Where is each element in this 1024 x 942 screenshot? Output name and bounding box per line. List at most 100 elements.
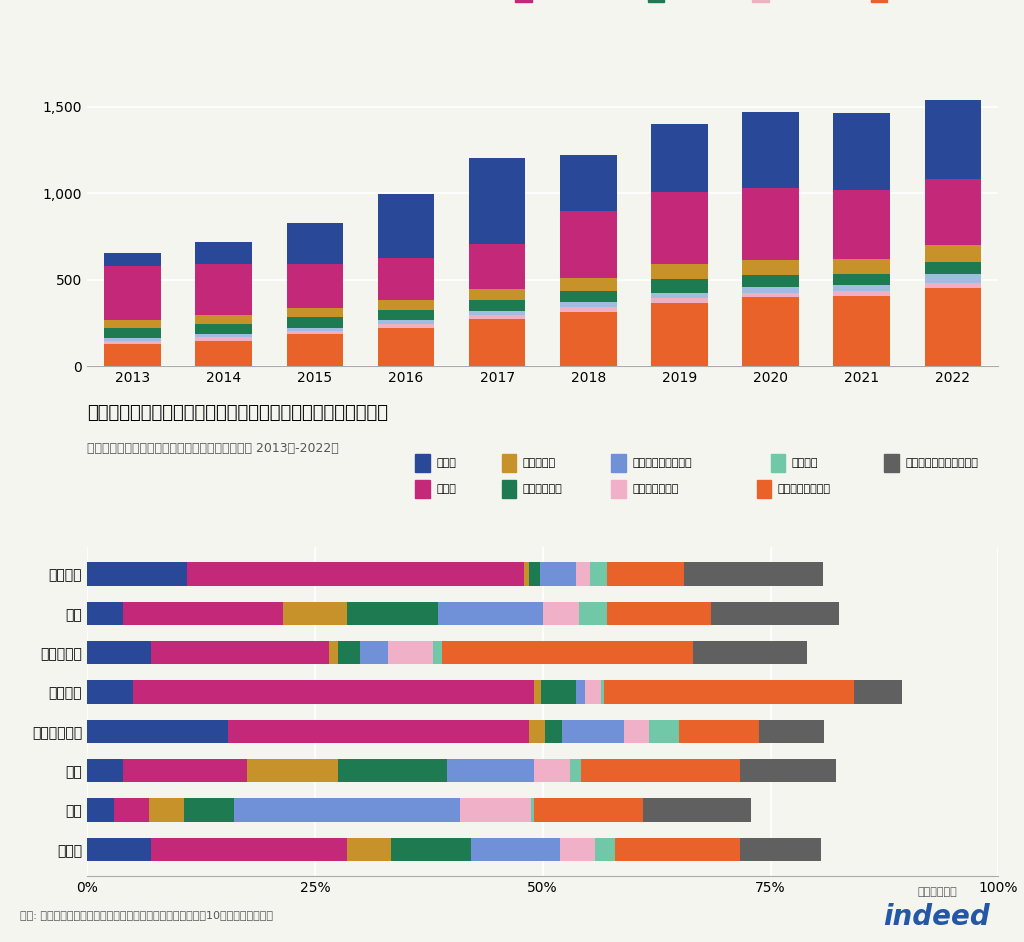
Bar xyxy=(415,479,430,498)
Bar xyxy=(742,259,799,275)
Bar xyxy=(611,454,626,472)
Bar xyxy=(651,303,708,366)
Text: 外国人労働者が働く産業は国籍・地域別によって大きく異なる: 外国人労働者が働く産業は国籍・地域別によって大きく異なる xyxy=(87,404,388,422)
Bar xyxy=(647,0,664,2)
Bar xyxy=(742,275,799,286)
Bar xyxy=(104,344,161,366)
Bar xyxy=(651,279,708,293)
Bar xyxy=(347,837,390,861)
Bar xyxy=(560,211,616,278)
Bar xyxy=(546,720,562,743)
Bar xyxy=(643,798,751,821)
Bar xyxy=(124,602,283,625)
Bar xyxy=(469,157,525,244)
Bar xyxy=(87,562,187,586)
Bar xyxy=(834,190,890,259)
Bar xyxy=(604,680,854,704)
Bar xyxy=(740,837,820,861)
Bar xyxy=(196,324,252,333)
Bar xyxy=(124,759,247,783)
Bar xyxy=(560,837,595,861)
Bar xyxy=(742,286,799,293)
Text: その他分類されないもの: その他分類されないもの xyxy=(905,458,978,467)
Bar xyxy=(515,0,531,2)
Bar xyxy=(585,680,601,704)
Bar xyxy=(233,798,460,821)
Bar xyxy=(925,100,981,179)
Bar xyxy=(834,259,890,274)
Bar xyxy=(287,317,343,328)
Bar xyxy=(196,337,252,340)
Bar xyxy=(378,194,434,258)
Bar xyxy=(601,680,604,704)
Bar xyxy=(834,113,890,190)
Bar xyxy=(196,315,252,324)
Bar xyxy=(834,291,890,296)
Bar xyxy=(150,798,183,821)
Bar xyxy=(151,837,347,861)
Bar xyxy=(87,798,115,821)
Bar xyxy=(834,274,890,284)
Bar xyxy=(581,759,740,783)
Bar xyxy=(415,454,430,472)
Bar xyxy=(540,562,577,586)
Bar xyxy=(442,641,693,664)
Bar xyxy=(757,479,771,498)
Bar xyxy=(742,298,799,366)
Text: 卸売業小売業: 卸売業小売業 xyxy=(522,484,562,494)
Bar xyxy=(196,264,252,315)
Bar xyxy=(287,328,343,331)
Bar xyxy=(469,319,525,366)
Bar xyxy=(338,641,360,664)
Bar xyxy=(925,262,981,274)
Bar xyxy=(87,720,228,743)
Bar xyxy=(378,258,434,300)
Bar xyxy=(740,759,837,783)
Bar xyxy=(378,328,434,366)
Bar xyxy=(925,287,981,366)
Bar xyxy=(649,720,679,743)
Bar xyxy=(447,759,534,783)
Bar xyxy=(196,340,252,366)
Bar xyxy=(104,328,161,338)
Bar xyxy=(469,311,525,315)
Bar xyxy=(541,680,575,704)
Text: 宿泊飲食サービス業: 宿泊飲食サービス業 xyxy=(632,458,691,467)
Bar xyxy=(684,562,822,586)
Bar xyxy=(329,641,338,664)
Bar xyxy=(560,302,616,307)
Bar xyxy=(388,641,433,664)
Bar xyxy=(104,253,161,267)
Bar xyxy=(614,837,740,861)
Bar xyxy=(543,602,580,625)
Bar xyxy=(529,720,546,743)
Bar xyxy=(196,333,252,337)
Bar xyxy=(560,307,616,312)
Bar xyxy=(651,192,708,264)
Bar xyxy=(87,680,133,704)
Bar xyxy=(347,602,438,625)
Bar xyxy=(360,641,388,664)
Bar xyxy=(469,244,525,289)
Bar xyxy=(624,720,649,743)
Bar xyxy=(925,179,981,245)
Bar xyxy=(560,291,616,302)
Bar xyxy=(925,245,981,262)
Bar xyxy=(534,680,541,704)
Bar xyxy=(287,308,343,317)
Bar xyxy=(651,123,708,192)
Bar xyxy=(196,242,252,264)
Bar xyxy=(378,320,434,324)
Bar xyxy=(104,267,161,319)
Bar xyxy=(580,602,606,625)
Text: 情報通信業: 情報通信業 xyxy=(522,458,556,467)
Bar xyxy=(104,319,161,328)
Bar xyxy=(469,315,525,319)
Bar xyxy=(183,798,233,821)
Bar xyxy=(925,283,981,287)
Bar xyxy=(287,264,343,308)
Text: 建設業: 建設業 xyxy=(436,458,456,467)
Text: 医療福祉: 医療福祉 xyxy=(792,458,818,467)
Bar xyxy=(530,798,534,821)
Bar xyxy=(390,837,471,861)
